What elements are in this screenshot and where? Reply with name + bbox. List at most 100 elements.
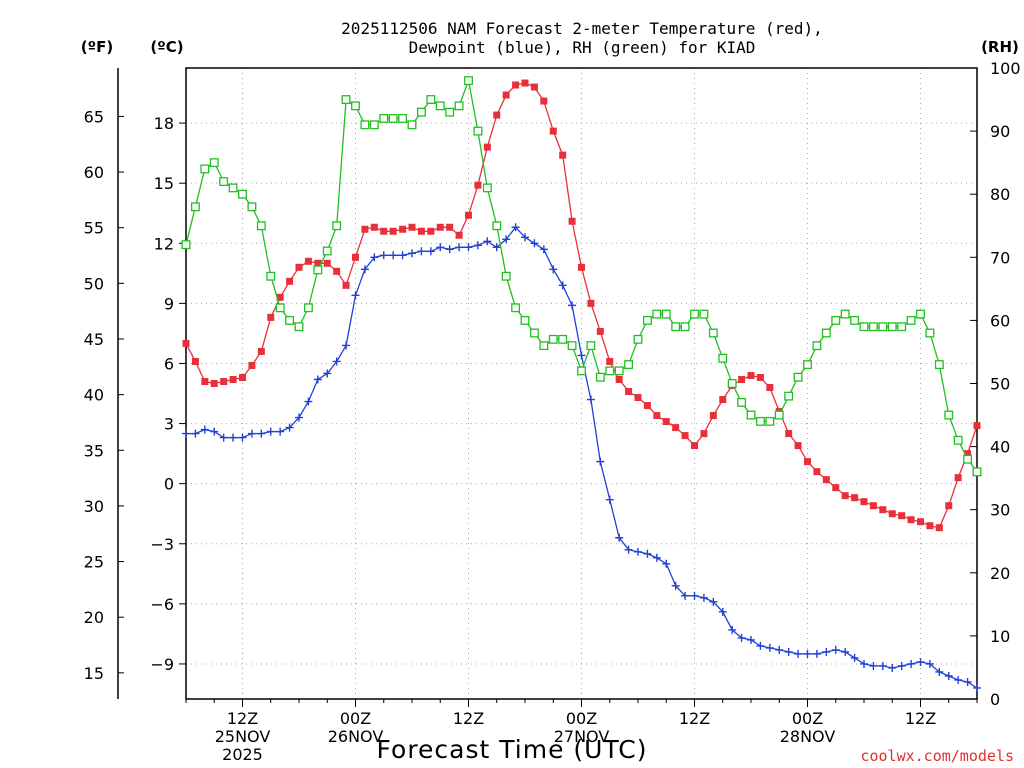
rh-point xyxy=(313,265,323,275)
celsius-tick-label: 6 xyxy=(164,354,174,373)
dewpoint-point xyxy=(304,397,313,406)
rh-point xyxy=(529,328,539,338)
dewpoint-point xyxy=(379,251,388,260)
rh-point xyxy=(718,353,728,363)
chart-title-line1: 2025112506 NAM Forecast 2-meter Temperat… xyxy=(341,19,823,38)
dewpoint-point xyxy=(944,671,953,680)
rh-point xyxy=(285,315,295,325)
rh-tick-label: 10 xyxy=(990,627,1010,646)
dewpoint-point xyxy=(502,235,511,244)
rh-point xyxy=(219,177,229,187)
fahrenheit-axis: 65 60 55 50 45 40 35 30 25 20 15 xyxy=(84,107,124,683)
x-tick-label: 12Z xyxy=(679,709,710,728)
rh-point xyxy=(181,240,191,250)
x-tick-label: 00Z xyxy=(566,709,597,728)
x-tick-label: 00Z xyxy=(340,709,371,728)
temperature-point xyxy=(700,430,708,438)
rh-unit-label: (RH) xyxy=(981,38,1019,56)
rh-point xyxy=(972,467,982,477)
dewpoint-point xyxy=(200,425,209,434)
dewpoint-point xyxy=(360,265,369,274)
dewpoint-point xyxy=(389,251,398,260)
temperature-point xyxy=(248,361,256,369)
rh-point xyxy=(897,322,907,332)
rh-point xyxy=(482,183,492,193)
temperature-point xyxy=(898,512,906,520)
dewpoint-point xyxy=(671,581,680,590)
rh-point xyxy=(398,114,408,123)
rh-point xyxy=(454,101,464,111)
x-axis-label: Forecast Time (UTC) xyxy=(377,735,648,764)
temperature-point xyxy=(314,259,322,267)
dewpoint-point xyxy=(408,249,416,258)
temperature-point xyxy=(201,377,209,385)
temperature-point xyxy=(502,91,510,99)
dewpoint-point xyxy=(257,429,266,438)
temperature-point xyxy=(540,97,548,105)
rh-point xyxy=(690,309,699,319)
dewpoint-point xyxy=(539,245,548,254)
x-tick-date-label: 25NOV xyxy=(215,727,271,746)
temperature-point xyxy=(832,484,840,492)
dewpoint-point xyxy=(878,661,887,670)
rh-point xyxy=(850,315,860,325)
dewpoint-point xyxy=(398,251,407,260)
temperature-point xyxy=(813,468,821,476)
celsius-tick-label: 15 xyxy=(154,174,174,193)
rh-point xyxy=(708,328,718,338)
rh-point xyxy=(435,101,445,111)
dewpoint-series xyxy=(182,223,981,692)
x-tick-date-label: 28NOV xyxy=(780,727,836,746)
dewpoint-point xyxy=(455,243,464,252)
dewpoint-point xyxy=(323,369,332,378)
dewpoint-point xyxy=(210,427,219,436)
temperature-point xyxy=(370,223,378,231)
dewpoint-point xyxy=(888,663,897,672)
rh-point xyxy=(793,372,803,382)
temperature-point xyxy=(257,347,265,355)
dewpoint-point xyxy=(426,247,435,256)
temperature-point xyxy=(869,502,877,510)
rh-point xyxy=(887,322,897,332)
rh-point xyxy=(878,322,888,332)
temperature-point xyxy=(756,373,764,381)
temperature-point xyxy=(634,394,642,402)
dewpoint-point xyxy=(276,427,285,436)
rh-point xyxy=(200,164,210,174)
temperature-point xyxy=(879,506,887,514)
dewpoint-point xyxy=(634,547,642,556)
rh-point xyxy=(351,101,360,111)
temperature-point xyxy=(643,402,651,410)
temperature-point xyxy=(276,293,284,301)
rh-point xyxy=(925,328,935,338)
rh-point xyxy=(624,360,634,370)
rh-point xyxy=(812,341,822,351)
dewpoint-point xyxy=(728,625,737,634)
dewpoint-point xyxy=(445,245,454,254)
rh-point xyxy=(539,341,549,351)
temperature-point xyxy=(210,380,218,387)
source-credit: coolwx.com/models xyxy=(860,747,1014,765)
rh-point xyxy=(605,366,615,376)
temperature-point xyxy=(662,418,670,426)
temperature-point xyxy=(361,225,369,233)
dewpoint-point xyxy=(747,635,755,644)
dewpoint-point xyxy=(765,643,774,652)
rh-point xyxy=(633,334,643,344)
fahrenheit-tick-label: 35 xyxy=(84,441,104,460)
temperature-point xyxy=(747,371,755,379)
dewpoint-point xyxy=(973,683,981,692)
rh-point xyxy=(275,303,285,313)
rh-point xyxy=(699,309,709,319)
temperature-point xyxy=(738,375,746,383)
x-tick-label: 12Z xyxy=(905,709,936,728)
dewpoint-point xyxy=(370,253,379,262)
temperature-point xyxy=(794,442,802,450)
rh-point xyxy=(558,334,568,344)
rh-point xyxy=(520,315,530,325)
rh-point xyxy=(501,271,511,281)
rh-tick-label: 20 xyxy=(990,564,1010,583)
dewpoint-point xyxy=(521,233,529,242)
